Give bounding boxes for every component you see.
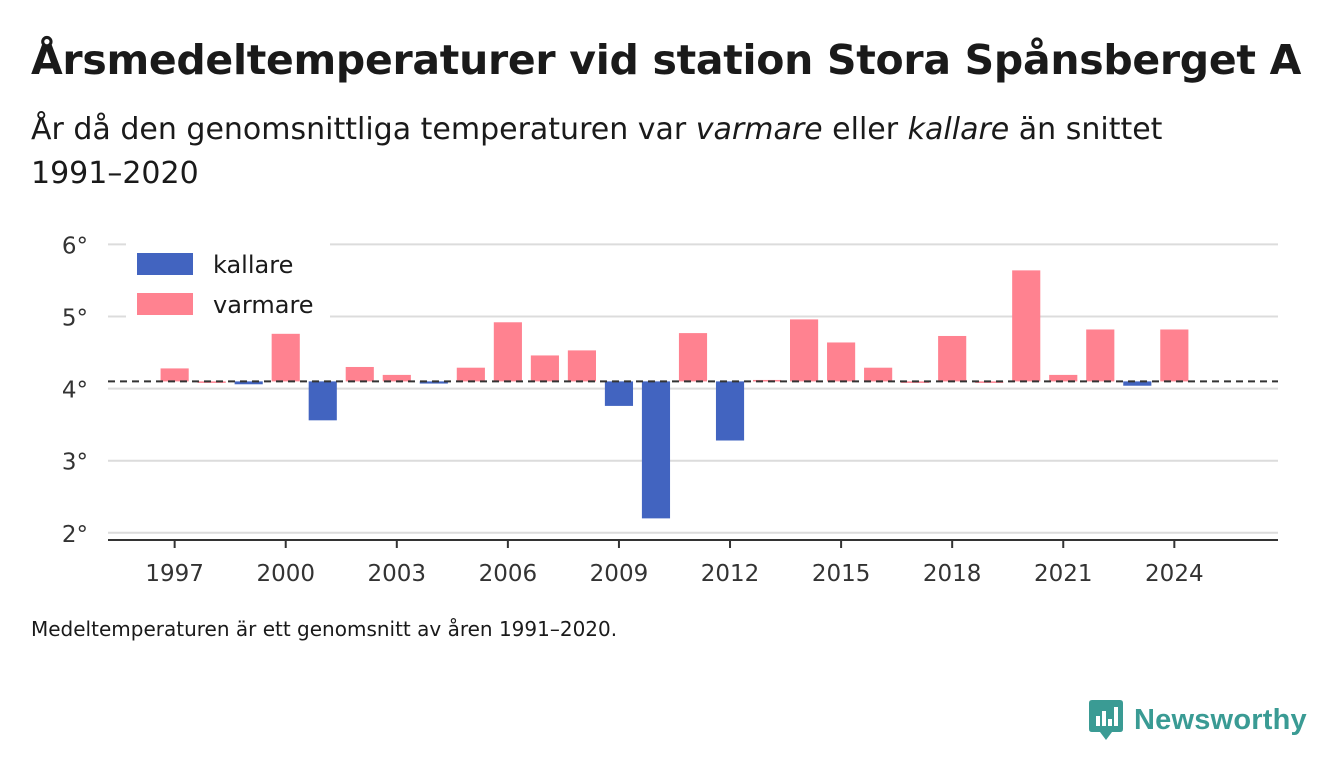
y-tick-label: 4° [62, 378, 88, 404]
brand-logo: Newsworthy [1088, 699, 1307, 741]
bar-kallare-2012 [715, 381, 745, 441]
brand-name: Newsworthy [1134, 703, 1307, 736]
y-tick-label: 3° [62, 450, 88, 476]
subtitle-part1: År då den genomsnittliga temperaturen va… [31, 112, 696, 147]
bar-kallare-2009 [604, 381, 634, 406]
legend-label-varmare: varmare [213, 291, 314, 319]
newsworthy-logo-icon [1089, 700, 1123, 740]
x-tick-label: 2000 [256, 561, 315, 587]
legend-swatch-kallare [137, 253, 193, 275]
bar-varmare-1997 [160, 368, 189, 382]
bar-varmare-2011 [678, 333, 708, 382]
x-tick-label: 2021 [1034, 561, 1093, 587]
x-tick-label: 2024 [1145, 561, 1204, 587]
legend-label-kallare: kallare [213, 251, 293, 279]
chart-footnote: Medeltemperaturen är ett genomsnitt av å… [31, 617, 618, 641]
bar-kallare-2004 [419, 381, 448, 384]
bar-varmare-2008 [567, 350, 596, 382]
x-tick-label: 2006 [479, 561, 538, 587]
x-tick-label: 1997 [145, 561, 204, 587]
bar-varmare-2018 [938, 335, 967, 382]
chart-subtitle: År då den genomsnittliga temperaturen va… [31, 108, 1261, 196]
y-tick-label: 6° [62, 233, 88, 259]
legend-swatch-varmare [137, 293, 193, 315]
bar-kallare-2010 [641, 381, 671, 519]
bar-varmare-2024 [1160, 329, 1189, 382]
bar-varmare-2007 [530, 355, 559, 382]
x-tick-label: 2009 [590, 561, 649, 587]
bar-kallare-2001 [308, 381, 337, 421]
y-tick-label: 2° [62, 522, 88, 548]
subtitle-varmare: varmare [695, 112, 823, 147]
bar-varmare-2014 [790, 319, 819, 382]
bar-varmare-2003 [382, 374, 411, 382]
bar-varmare-2013 [752, 379, 782, 382]
x-tick-label: 2003 [368, 561, 427, 587]
temperature-bar-chart: 2° 3° 4° 5° 6° 1997 2000 2003 2006 2009 2012 2015 20… [62, 233, 1278, 587]
subtitle-part2: eller [822, 112, 908, 147]
bar-kallare-1999 [234, 381, 263, 385]
bar-varmare-1998 [197, 381, 226, 383]
bar-varmare-2020 [1012, 270, 1041, 382]
bar-varmare-2021 [1049, 374, 1078, 382]
y-tick-label: 5° [62, 306, 88, 332]
bar-varmare-2002 [345, 366, 374, 382]
bar-varmare-2022 [1086, 329, 1115, 382]
bar-varmare-2000 [271, 333, 300, 382]
bar-varmare-2006 [493, 322, 522, 382]
bar-varmare-2015 [827, 342, 856, 382]
bar-varmare-2005 [456, 367, 485, 382]
bar-varmare-2016 [864, 367, 893, 382]
subtitle-part3: än snittet 1991–2020 [31, 112, 1163, 191]
x-tick-label: 2015 [812, 561, 871, 587]
chart-title: Årsmedeltemperaturer vid station Stora S… [31, 36, 1302, 84]
bar-kallare-2023 [1123, 381, 1152, 386]
x-tick-label: 2012 [701, 561, 760, 587]
x-tick-label: 2018 [923, 561, 982, 587]
subtitle-kallare: kallare [907, 112, 1010, 147]
